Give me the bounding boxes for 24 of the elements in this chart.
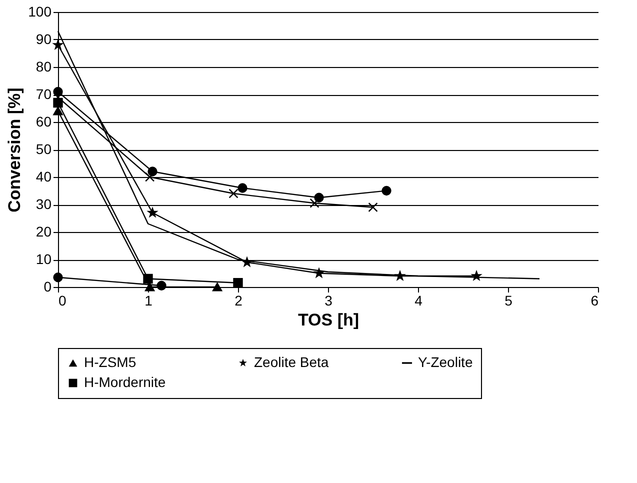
x-tick-label: 4 bbox=[414, 292, 423, 308]
y-tick-label: 80 bbox=[36, 58, 52, 74]
y-tick-label: 30 bbox=[36, 196, 52, 212]
legend-label: Y-Zeolite bbox=[418, 354, 473, 370]
y-tick-label: 90 bbox=[36, 31, 52, 47]
x-tick-label: 6 bbox=[590, 292, 599, 308]
x-tick-label: 2 bbox=[234, 292, 243, 308]
y-tick-label: 60 bbox=[36, 114, 52, 130]
y-tick-label: 10 bbox=[36, 251, 52, 267]
y-tick-label: 100 bbox=[28, 4, 52, 20]
y-tick-label: 40 bbox=[36, 168, 52, 184]
y-tick-label: 50 bbox=[36, 141, 52, 157]
y-axis-title: Conversion [%] bbox=[5, 88, 24, 212]
y-tick-label: 20 bbox=[36, 224, 52, 240]
legend-label: H-Mordernite bbox=[84, 374, 166, 390]
y-tick-label: 0 bbox=[44, 278, 52, 294]
legend-label: Zeolite Beta bbox=[254, 354, 329, 370]
x-axis-title: TOS [h] bbox=[298, 310, 360, 330]
x-tick-label: 0 bbox=[58, 292, 66, 308]
legend-label: H-ZSM5 bbox=[84, 354, 136, 370]
y-tick-label: 70 bbox=[36, 86, 52, 102]
x-tick-label: 1 bbox=[144, 292, 153, 308]
x-tick-label: 5 bbox=[504, 292, 513, 308]
x-tick-label: 3 bbox=[324, 292, 333, 308]
